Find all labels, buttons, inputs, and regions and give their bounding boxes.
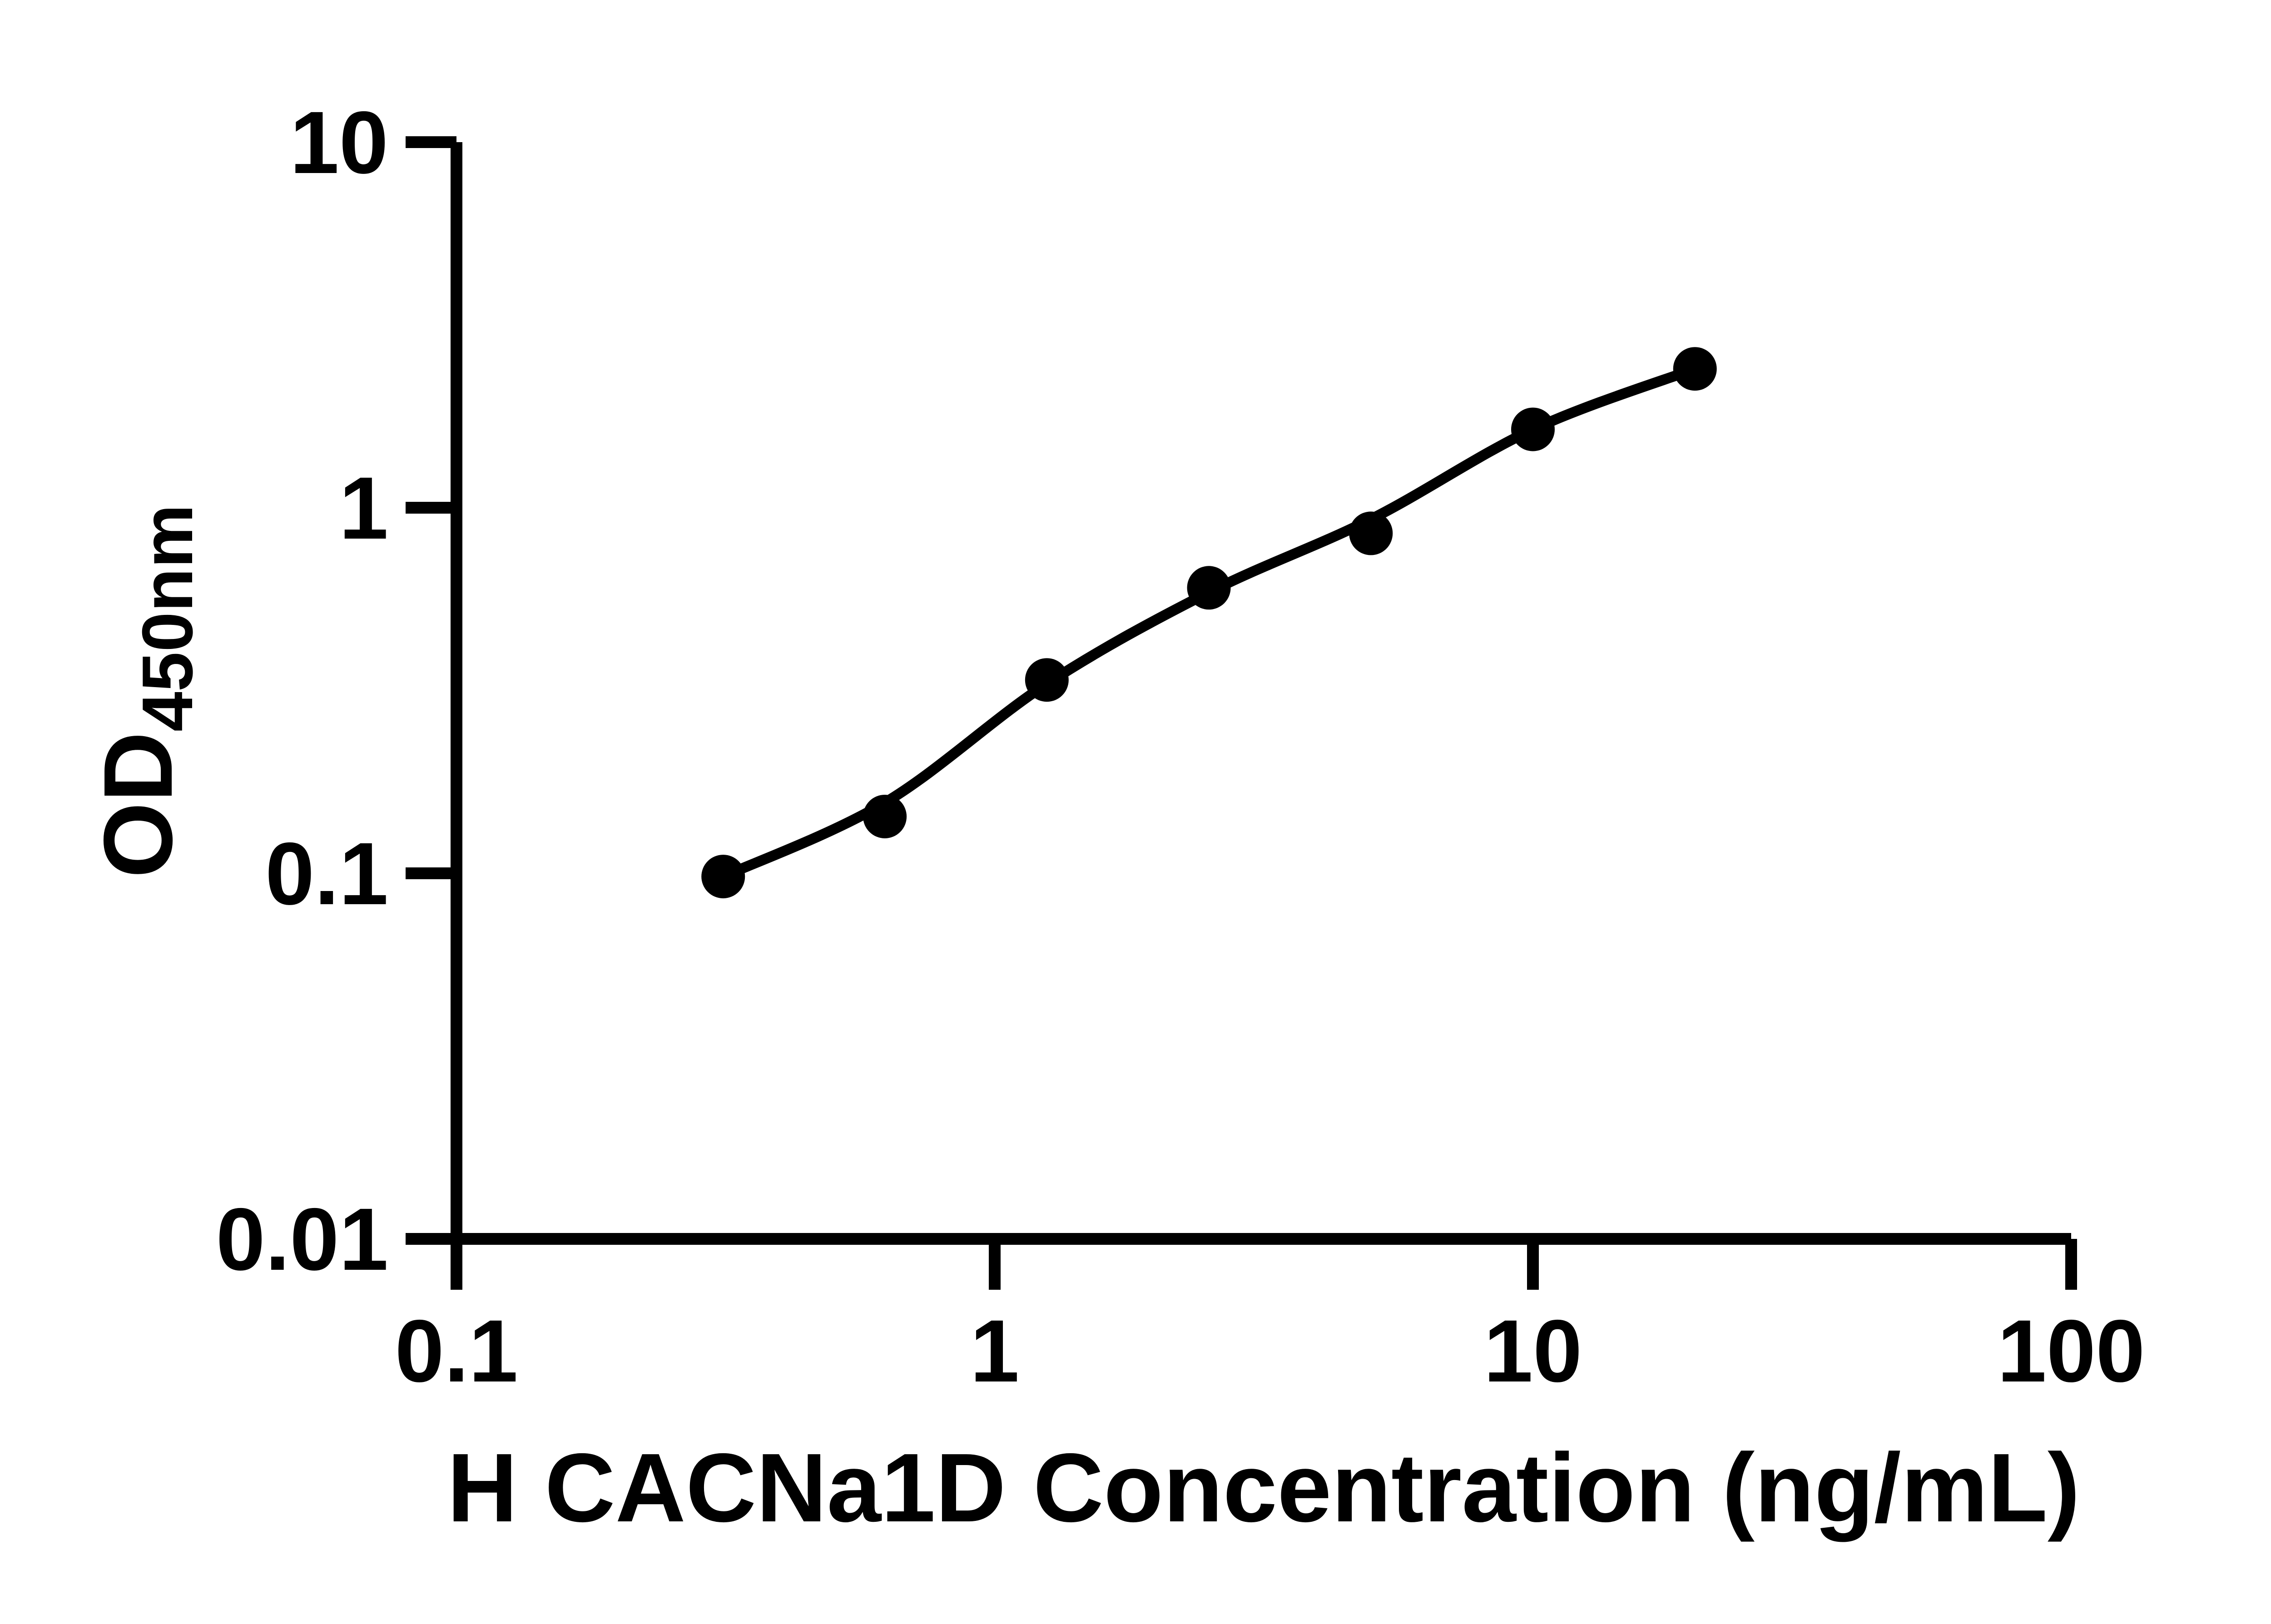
x-tick-label: 10 [1484,1302,1582,1401]
data-point [1511,407,1555,451]
data-point [1673,347,1717,391]
data-points [701,347,1717,899]
y-axis-title-subscript: 450nm [128,504,208,732]
data-point [1025,658,1069,702]
data-point [863,794,907,838]
data-point [701,855,745,899]
x-tick-label: 100 [1997,1302,2145,1401]
y-axis-ticks [406,136,456,1245]
x-axis-tick-labels: 0.1 1 10 100 [395,1302,2145,1401]
axis-spines [451,142,2071,1245]
y-tick-label: 0.01 [216,1190,388,1289]
y-tick-label: 1 [339,459,388,558]
data-point [1187,566,1231,610]
x-tick-label: 0.1 [395,1302,518,1401]
x-tick-label: 1 [970,1302,1019,1401]
y-axis-title-main: OD [83,732,193,878]
y-axis-title: OD450nm [83,504,208,878]
y-axis-tick-labels: 0.01 0.1 1 10 [216,93,388,1289]
x-axis-title: H CACNa1D Concentration (ng/mL) [447,1433,2080,1542]
y-tick-label: 0.1 [265,824,388,923]
plot-area [701,347,1717,899]
trend-line [718,363,1701,882]
data-point [1349,511,1393,555]
x-axis-ticks [451,1239,2077,1290]
y-tick-label: 10 [290,93,388,192]
